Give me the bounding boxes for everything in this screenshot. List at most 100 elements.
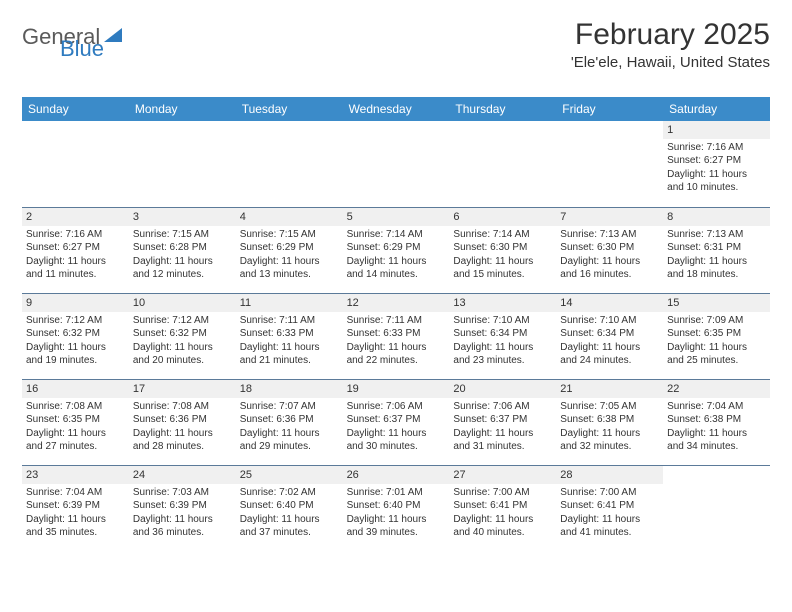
calendar-cell: 9Sunrise: 7:12 AMSunset: 6:32 PMDaylight… bbox=[22, 293, 129, 379]
logo: General Blue bbox=[22, 18, 122, 50]
sunset-text: Sunset: 6:38 PM bbox=[667, 413, 766, 427]
sunrise-text: Sunrise: 7:12 AM bbox=[133, 314, 232, 328]
calendar-cell bbox=[556, 121, 663, 207]
calendar-cell: 26Sunrise: 7:01 AMSunset: 6:40 PMDayligh… bbox=[343, 465, 450, 551]
day-number: 25 bbox=[236, 466, 343, 484]
calendar-cell bbox=[663, 465, 770, 551]
day-number: 28 bbox=[556, 466, 663, 484]
calendar-cell: 11Sunrise: 7:11 AMSunset: 6:33 PMDayligh… bbox=[236, 293, 343, 379]
sunset-text: Sunset: 6:27 PM bbox=[667, 154, 766, 168]
day-number: 20 bbox=[449, 380, 556, 398]
sunset-text: Sunset: 6:28 PM bbox=[133, 241, 232, 255]
sunrise-text: Sunrise: 7:11 AM bbox=[347, 314, 446, 328]
sunset-text: Sunset: 6:34 PM bbox=[453, 327, 552, 341]
day-number: 21 bbox=[556, 380, 663, 398]
calendar-cell: 1Sunrise: 7:16 AMSunset: 6:27 PMDaylight… bbox=[663, 121, 770, 207]
sunrise-text: Sunrise: 7:14 AM bbox=[453, 228, 552, 242]
sunset-text: Sunset: 6:33 PM bbox=[347, 327, 446, 341]
sunrise-text: Sunrise: 7:16 AM bbox=[667, 141, 766, 155]
logo-text-2: Blue bbox=[60, 36, 104, 62]
sunrise-text: Sunrise: 7:15 AM bbox=[133, 228, 232, 242]
sunset-text: Sunset: 6:38 PM bbox=[560, 413, 659, 427]
day-number: 27 bbox=[449, 466, 556, 484]
location: 'Ele'ele, Hawaii, United States bbox=[571, 54, 770, 71]
calendar-cell: 14 Sunrise: 7:10 AMSunset: 6:34 PMDayligh… bbox=[556, 293, 663, 379]
sunrise-text: Sunrise: 7:09 AM bbox=[667, 314, 766, 328]
daylight-text: Daylight: 11 hours and 10 minutes. bbox=[667, 168, 766, 195]
calendar-cell: 12 Sunrise: 7:11 AMSunset: 6:33 PMDayligh… bbox=[343, 293, 450, 379]
calendar-cell: 16Sunrise: 7:08 AMSunset: 6:35 PMDayligh… bbox=[22, 379, 129, 465]
sunrise-text: Sunrise: 7:11 AM bbox=[240, 314, 339, 328]
daylight-text: Daylight: 11 hours and 36 minutes. bbox=[133, 513, 232, 540]
sunrise-text: Sunrise: 7:08 AM bbox=[26, 400, 125, 414]
day-number: 6 bbox=[449, 208, 556, 226]
daylight-text: Daylight: 11 hours and 20 minutes. bbox=[133, 341, 232, 368]
calendar-cell: 8Sunrise: 7:13 AMSunset: 6:31 PMDaylight… bbox=[663, 207, 770, 293]
sunset-text: Sunset: 6:32 PM bbox=[26, 327, 125, 341]
daylight-text: Daylight: 11 hours and 40 minutes. bbox=[453, 513, 552, 540]
day-number: 15 bbox=[663, 294, 770, 312]
daylight-text: Daylight: 11 hours and 22 minutes. bbox=[347, 341, 446, 368]
daylight-text: Daylight: 11 hours and 27 minutes. bbox=[26, 427, 125, 454]
sunset-text: Sunset: 6:37 PM bbox=[453, 413, 552, 427]
weekday-header: Sunday bbox=[22, 97, 129, 121]
sunrise-text: Sunrise: 7:04 AM bbox=[26, 486, 125, 500]
sunset-text: Sunset: 6:41 PM bbox=[560, 499, 659, 513]
daylight-text: Daylight: 11 hours and 25 minutes. bbox=[667, 341, 766, 368]
calendar-cell: 6Sunrise: 7:14 AMSunset: 6:30 PMDaylight… bbox=[449, 207, 556, 293]
sunset-text: Sunset: 6:36 PM bbox=[133, 413, 232, 427]
sunrise-text: Sunrise: 7:10 AM bbox=[560, 314, 659, 328]
day-number: 13 bbox=[449, 294, 556, 312]
sunset-text: Sunset: 6:40 PM bbox=[347, 499, 446, 513]
day-number: 9 bbox=[22, 294, 129, 312]
day-number: 5 bbox=[343, 208, 450, 226]
day-number: 12 bbox=[343, 294, 450, 312]
sunset-text: Sunset: 6:33 PM bbox=[240, 327, 339, 341]
calendar-cell: 10Sunrise: 7:12 AMSunset: 6:32 PMDayligh… bbox=[129, 293, 236, 379]
sunrise-text: Sunrise: 7:13 AM bbox=[560, 228, 659, 242]
sunrise-text: Sunrise: 7:05 AM bbox=[560, 400, 659, 414]
day-number: 14 bbox=[556, 294, 663, 312]
weekday-header: Wednesday bbox=[343, 97, 450, 121]
logo-triangle-icon bbox=[104, 28, 122, 42]
calendar-cell bbox=[22, 121, 129, 207]
calendar-cell: 15 Sunrise: 7:09 AMSunset: 6:35 PMDayligh… bbox=[663, 293, 770, 379]
day-number: 24 bbox=[129, 466, 236, 484]
weekday-header: Thursday bbox=[449, 97, 556, 121]
day-number: 19 bbox=[343, 380, 450, 398]
sunset-text: Sunset: 6:34 PM bbox=[560, 327, 659, 341]
daylight-text: Daylight: 11 hours and 13 minutes. bbox=[240, 255, 339, 282]
sunset-text: Sunset: 6:40 PM bbox=[240, 499, 339, 513]
sunrise-text: Sunrise: 7:04 AM bbox=[667, 400, 766, 414]
month-title: February 2025 bbox=[571, 18, 770, 52]
sunset-text: Sunset: 6:36 PM bbox=[240, 413, 339, 427]
calendar-cell: 25Sunrise: 7:02 AMSunset: 6:40 PMDayligh… bbox=[236, 465, 343, 551]
daylight-text: Daylight: 11 hours and 15 minutes. bbox=[453, 255, 552, 282]
sunset-text: Sunset: 6:32 PM bbox=[133, 327, 232, 341]
day-number: 22 bbox=[663, 380, 770, 398]
calendar-cell: 13Sunrise: 7:10 AMSunset: 6:34 PMDayligh… bbox=[449, 293, 556, 379]
daylight-text: Daylight: 11 hours and 21 minutes. bbox=[240, 341, 339, 368]
calendar-cell: 18Sunrise: 7:07 AMSunset: 6:36 PMDayligh… bbox=[236, 379, 343, 465]
calendar-cell bbox=[129, 121, 236, 207]
weekday-header: Monday bbox=[129, 97, 236, 121]
daylight-text: Daylight: 11 hours and 14 minutes. bbox=[347, 255, 446, 282]
calendar-cell: 27Sunrise: 7:00 AMSunset: 6:41 PMDayligh… bbox=[449, 465, 556, 551]
calendar-cell: 3Sunrise: 7:15 AMSunset: 6:28 PMDaylight… bbox=[129, 207, 236, 293]
sunrise-text: Sunrise: 7:15 AM bbox=[240, 228, 339, 242]
daylight-text: Daylight: 11 hours and 19 minutes. bbox=[26, 341, 125, 368]
daylight-text: Daylight: 11 hours and 41 minutes. bbox=[560, 513, 659, 540]
sunset-text: Sunset: 6:35 PM bbox=[26, 413, 125, 427]
calendar-cell: 7Sunrise: 7:13 AMSunset: 6:30 PMDaylight… bbox=[556, 207, 663, 293]
day-number: 23 bbox=[22, 466, 129, 484]
daylight-text: Daylight: 11 hours and 24 minutes. bbox=[560, 341, 659, 368]
sunset-text: Sunset: 6:35 PM bbox=[667, 327, 766, 341]
day-number: 8 bbox=[663, 208, 770, 226]
daylight-text: Daylight: 11 hours and 35 minutes. bbox=[26, 513, 125, 540]
weekday-header: Friday bbox=[556, 97, 663, 121]
daylight-text: Daylight: 11 hours and 37 minutes. bbox=[240, 513, 339, 540]
daylight-text: Daylight: 11 hours and 32 minutes. bbox=[560, 427, 659, 454]
calendar-cell bbox=[449, 121, 556, 207]
calendar-page: General Blue February 2025 'Ele'ele, Haw… bbox=[0, 0, 792, 551]
sunset-text: Sunset: 6:31 PM bbox=[667, 241, 766, 255]
